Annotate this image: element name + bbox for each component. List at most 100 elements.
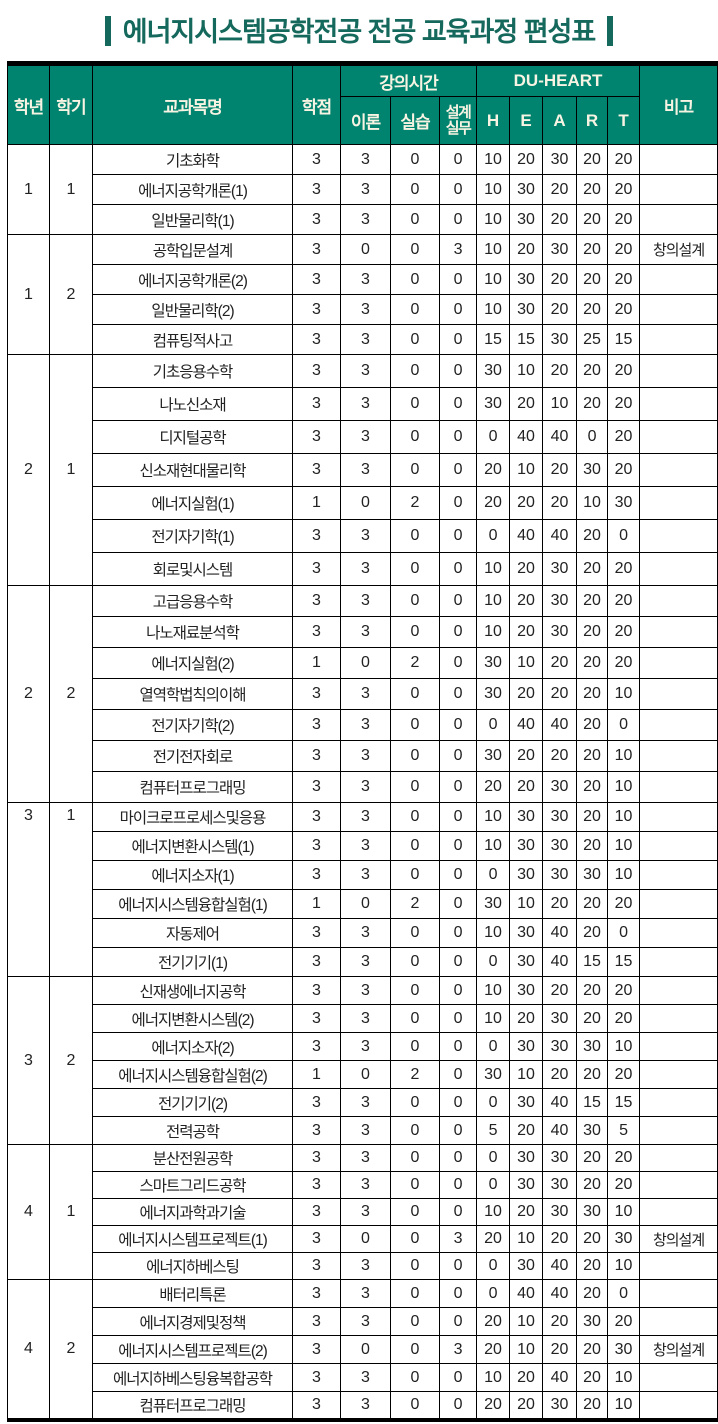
heart-t-cell: 20 bbox=[607, 174, 641, 205]
heart-a-cell: 30 bbox=[542, 860, 578, 890]
heart-a-cell: 30 bbox=[542, 1171, 578, 1199]
heart-r-cell: 20 bbox=[576, 1144, 609, 1172]
heart-h-cell: 10 bbox=[476, 144, 511, 175]
course-row: 일반물리학(1) 3 3 0 0 10 30 20 20 20 bbox=[8, 204, 718, 235]
heart-t-cell: 0 bbox=[607, 1279, 641, 1308]
page-title-text: 에너지시스템공학전공 전공 교육과정 편성표 bbox=[122, 17, 596, 47]
header-year: 학년 bbox=[7, 63, 50, 145]
course-row: 에너지소자(1) 3 3 0 0 0 30 30 30 10 bbox=[8, 860, 718, 890]
course-row: 나노재료분석학 3 3 0 0 10 20 30 20 20 bbox=[8, 616, 718, 648]
course-name-cell: 배터리특론 bbox=[92, 1279, 293, 1308]
heart-r-cell: 20 bbox=[576, 1363, 609, 1392]
note-cell bbox=[639, 552, 718, 586]
practice-hours-cell: 0 bbox=[390, 860, 440, 890]
note-cell bbox=[639, 1279, 718, 1308]
heart-h-cell: 0 bbox=[476, 860, 511, 890]
heart-t-cell: 10 bbox=[607, 860, 641, 890]
design-hours-cell: 0 bbox=[438, 802, 478, 832]
heart-e-cell: 10 bbox=[509, 1335, 544, 1364]
course-name-cell: 에너지경제및정책 bbox=[92, 1307, 293, 1336]
note-cell bbox=[639, 387, 718, 421]
practice-hours-cell: 0 bbox=[390, 1144, 440, 1172]
theory-hours-cell: 3 bbox=[340, 144, 391, 175]
heart-h-cell: 10 bbox=[476, 585, 511, 617]
note-cell bbox=[639, 831, 718, 861]
heart-h-cell: 30 bbox=[476, 678, 511, 710]
theory-hours-cell: 3 bbox=[340, 1198, 391, 1226]
heart-h-cell: 30 bbox=[476, 647, 511, 679]
heart-h-cell: 10 bbox=[476, 204, 511, 235]
design-hours-cell: 0 bbox=[438, 1060, 478, 1089]
note-cell bbox=[639, 889, 718, 919]
note-cell bbox=[639, 519, 718, 553]
course-name-cell: 전기기기(2) bbox=[92, 1088, 293, 1117]
credits-cell: 1 bbox=[292, 889, 341, 919]
curriculum-table: 학년 학기 교과목명 학점 강의시간 DU-HEART 비고 이론 실습 설계 … bbox=[7, 61, 718, 1422]
credits-cell: 3 bbox=[292, 264, 341, 295]
heart-r-cell: 20 bbox=[576, 585, 609, 617]
heart-h-cell: 15 bbox=[476, 324, 511, 355]
course-name-cell: 에너지실험(1) bbox=[92, 486, 293, 520]
heart-t-cell: 15 bbox=[607, 947, 641, 977]
design-hours-cell: 0 bbox=[438, 918, 478, 948]
heart-e-cell: 40 bbox=[509, 420, 544, 454]
heart-a-cell: 30 bbox=[542, 585, 578, 617]
theory-hours-cell: 3 bbox=[340, 1004, 391, 1033]
theory-hours-cell: 3 bbox=[340, 831, 391, 861]
credits-cell: 3 bbox=[292, 174, 341, 205]
note-cell bbox=[639, 1307, 718, 1336]
design-hours-cell: 0 bbox=[438, 1279, 478, 1308]
course-row: 3 1 마이크로프로세스및응용 3 3 0 0 10 30 30 20 10 bbox=[7, 802, 718, 977]
heart-e-cell: 30 bbox=[509, 918, 544, 948]
theory-hours-cell: 3 bbox=[340, 802, 391, 832]
heart-t-cell: 0 bbox=[607, 709, 641, 741]
year-cell: 4 bbox=[7, 1144, 50, 1280]
practice-hours-cell: 0 bbox=[390, 947, 440, 977]
heart-e-cell: 15 bbox=[509, 324, 544, 355]
heart-a-cell: 20 bbox=[542, 174, 578, 205]
course-name-cell: 에너지하베스팅융복합공학 bbox=[92, 1363, 293, 1392]
heart-r-cell: 30 bbox=[576, 1032, 609, 1061]
credits-cell: 3 bbox=[292, 740, 341, 772]
design-hours-cell: 0 bbox=[438, 420, 478, 454]
note-cell bbox=[639, 264, 718, 295]
heart-e-cell: 40 bbox=[509, 519, 544, 553]
heart-r-cell: 10 bbox=[576, 486, 609, 520]
practice-hours-cell: 0 bbox=[390, 976, 440, 1005]
course-name-cell: 에너지변환시스템(1) bbox=[92, 831, 293, 861]
heart-h-cell: 10 bbox=[476, 1004, 511, 1033]
design-hours-cell: 0 bbox=[438, 1391, 478, 1420]
heart-h-cell: 30 bbox=[476, 354, 511, 388]
semester-cell: 2 bbox=[49, 1279, 93, 1420]
heart-e-cell: 30 bbox=[509, 1088, 544, 1117]
design-hours-cell: 3 bbox=[438, 1335, 478, 1364]
header-heart-h: H bbox=[476, 96, 511, 145]
note-cell bbox=[639, 616, 718, 648]
course-name-cell: 에너지실험(2) bbox=[92, 647, 293, 679]
practice-hours-cell: 0 bbox=[390, 144, 440, 175]
course-row: 2 1 기초응용수학 3 3 0 0 30 10 20 20 20 bbox=[7, 354, 718, 586]
heart-a-cell: 20 bbox=[542, 678, 578, 710]
heart-a-cell: 20 bbox=[542, 1060, 578, 1089]
heart-e-cell: 30 bbox=[509, 831, 544, 861]
practice-hours-cell: 0 bbox=[390, 1335, 440, 1364]
heart-h-cell: 20 bbox=[476, 486, 511, 520]
note-cell bbox=[639, 1144, 718, 1172]
heart-a-cell: 30 bbox=[542, 616, 578, 648]
heart-a-cell: 20 bbox=[542, 1225, 578, 1253]
header-heart-r: R bbox=[576, 96, 609, 145]
design-hours-cell: 0 bbox=[438, 947, 478, 977]
theory-hours-cell: 3 bbox=[340, 976, 391, 1005]
credits-cell: 3 bbox=[292, 1144, 341, 1172]
course-name-cell: 스마트그리드공학 bbox=[92, 1171, 293, 1199]
practice-hours-cell: 0 bbox=[390, 1116, 440, 1145]
design-hours-cell: 0 bbox=[438, 1144, 478, 1172]
heart-h-cell: 0 bbox=[476, 1144, 511, 1172]
heart-h-cell: 0 bbox=[476, 709, 511, 741]
heart-r-cell: 30 bbox=[576, 1198, 609, 1226]
curriculum-table-header: 학년 학기 교과목명 학점 강의시간 DU-HEART 비고 이론 실습 설계 … bbox=[7, 63, 718, 145]
course-name-cell: 전기자기학(1) bbox=[92, 519, 293, 553]
heart-t-cell: 20 bbox=[607, 1004, 641, 1033]
title-right-bar-decoration bbox=[607, 16, 614, 46]
